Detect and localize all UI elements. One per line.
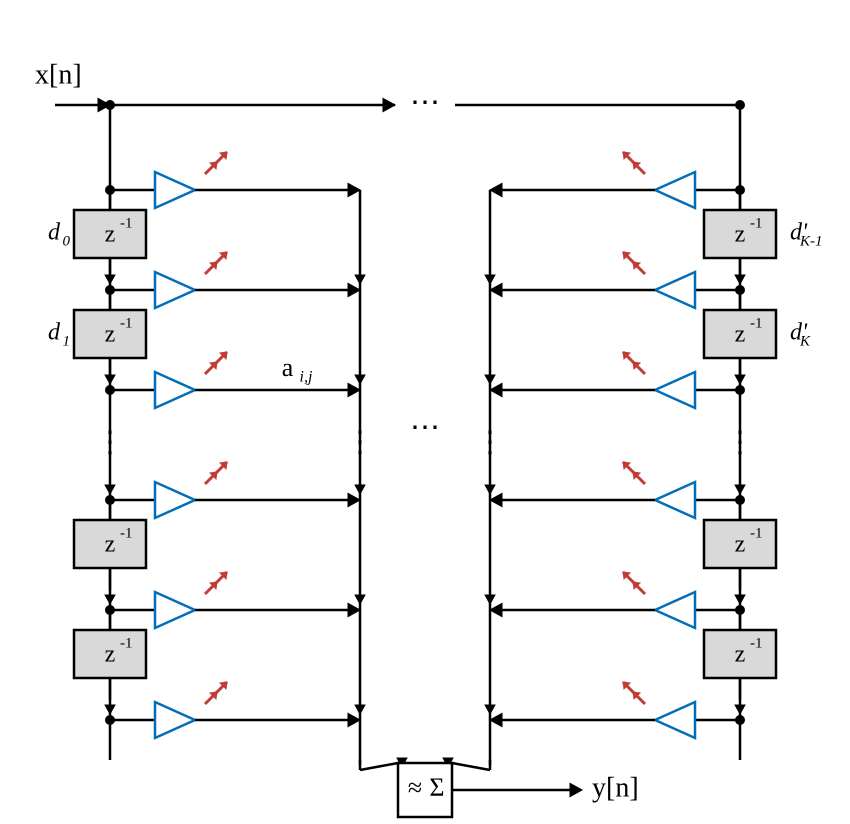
svg-text:⋯: ⋯ [410, 411, 440, 444]
svg-text:z: z [735, 322, 746, 348]
svg-text:z: z [105, 642, 116, 668]
svg-text:z: z [735, 642, 746, 668]
svg-text:-1: -1 [120, 635, 133, 651]
svg-text:⋮: ⋮ [475, 426, 505, 459]
svg-text:-1: -1 [750, 315, 763, 331]
svg-text:Σ: Σ [429, 773, 444, 802]
svg-text:-1: -1 [120, 525, 133, 541]
svg-text:a: a [282, 353, 294, 382]
svg-text:⋮: ⋮ [95, 426, 125, 459]
svg-text:⋮: ⋮ [345, 426, 375, 459]
svg-text:-1: -1 [120, 315, 133, 331]
svg-text:1: 1 [63, 333, 71, 349]
svg-text:x[n]: x[n] [35, 59, 82, 90]
svg-text:y[n]: y[n] [592, 772, 639, 803]
svg-text:-1: -1 [750, 525, 763, 541]
svg-text:⋮: ⋮ [725, 426, 755, 459]
svg-text:z: z [105, 532, 116, 558]
svg-text:z: z [105, 222, 116, 248]
svg-text:⋯: ⋯ [410, 86, 440, 119]
diagram-svg: ⋯x[n]z-1d0z-1d1ai,j⋮⋮z-1z-1z-1d'K-1z-1d'… [0, 0, 850, 819]
svg-text:0: 0 [63, 233, 71, 249]
svg-text:-1: -1 [120, 215, 133, 231]
svg-text:d: d [48, 220, 61, 246]
svg-text:i,j: i,j [300, 369, 313, 386]
svg-text:-1: -1 [750, 215, 763, 231]
svg-text:z: z [105, 322, 116, 348]
svg-text:z: z [735, 532, 746, 558]
svg-text:-1: -1 [750, 635, 763, 651]
svg-text:K: K [799, 333, 811, 349]
svg-text:K-1: K-1 [799, 233, 823, 249]
svg-text:d: d [48, 320, 61, 346]
svg-text:≈: ≈ [408, 773, 422, 802]
fir-filter-diagram: ⋯x[n]z-1d0z-1d1ai,j⋮⋮z-1z-1z-1d'K-1z-1d'… [0, 0, 850, 819]
svg-text:z: z [735, 222, 746, 248]
